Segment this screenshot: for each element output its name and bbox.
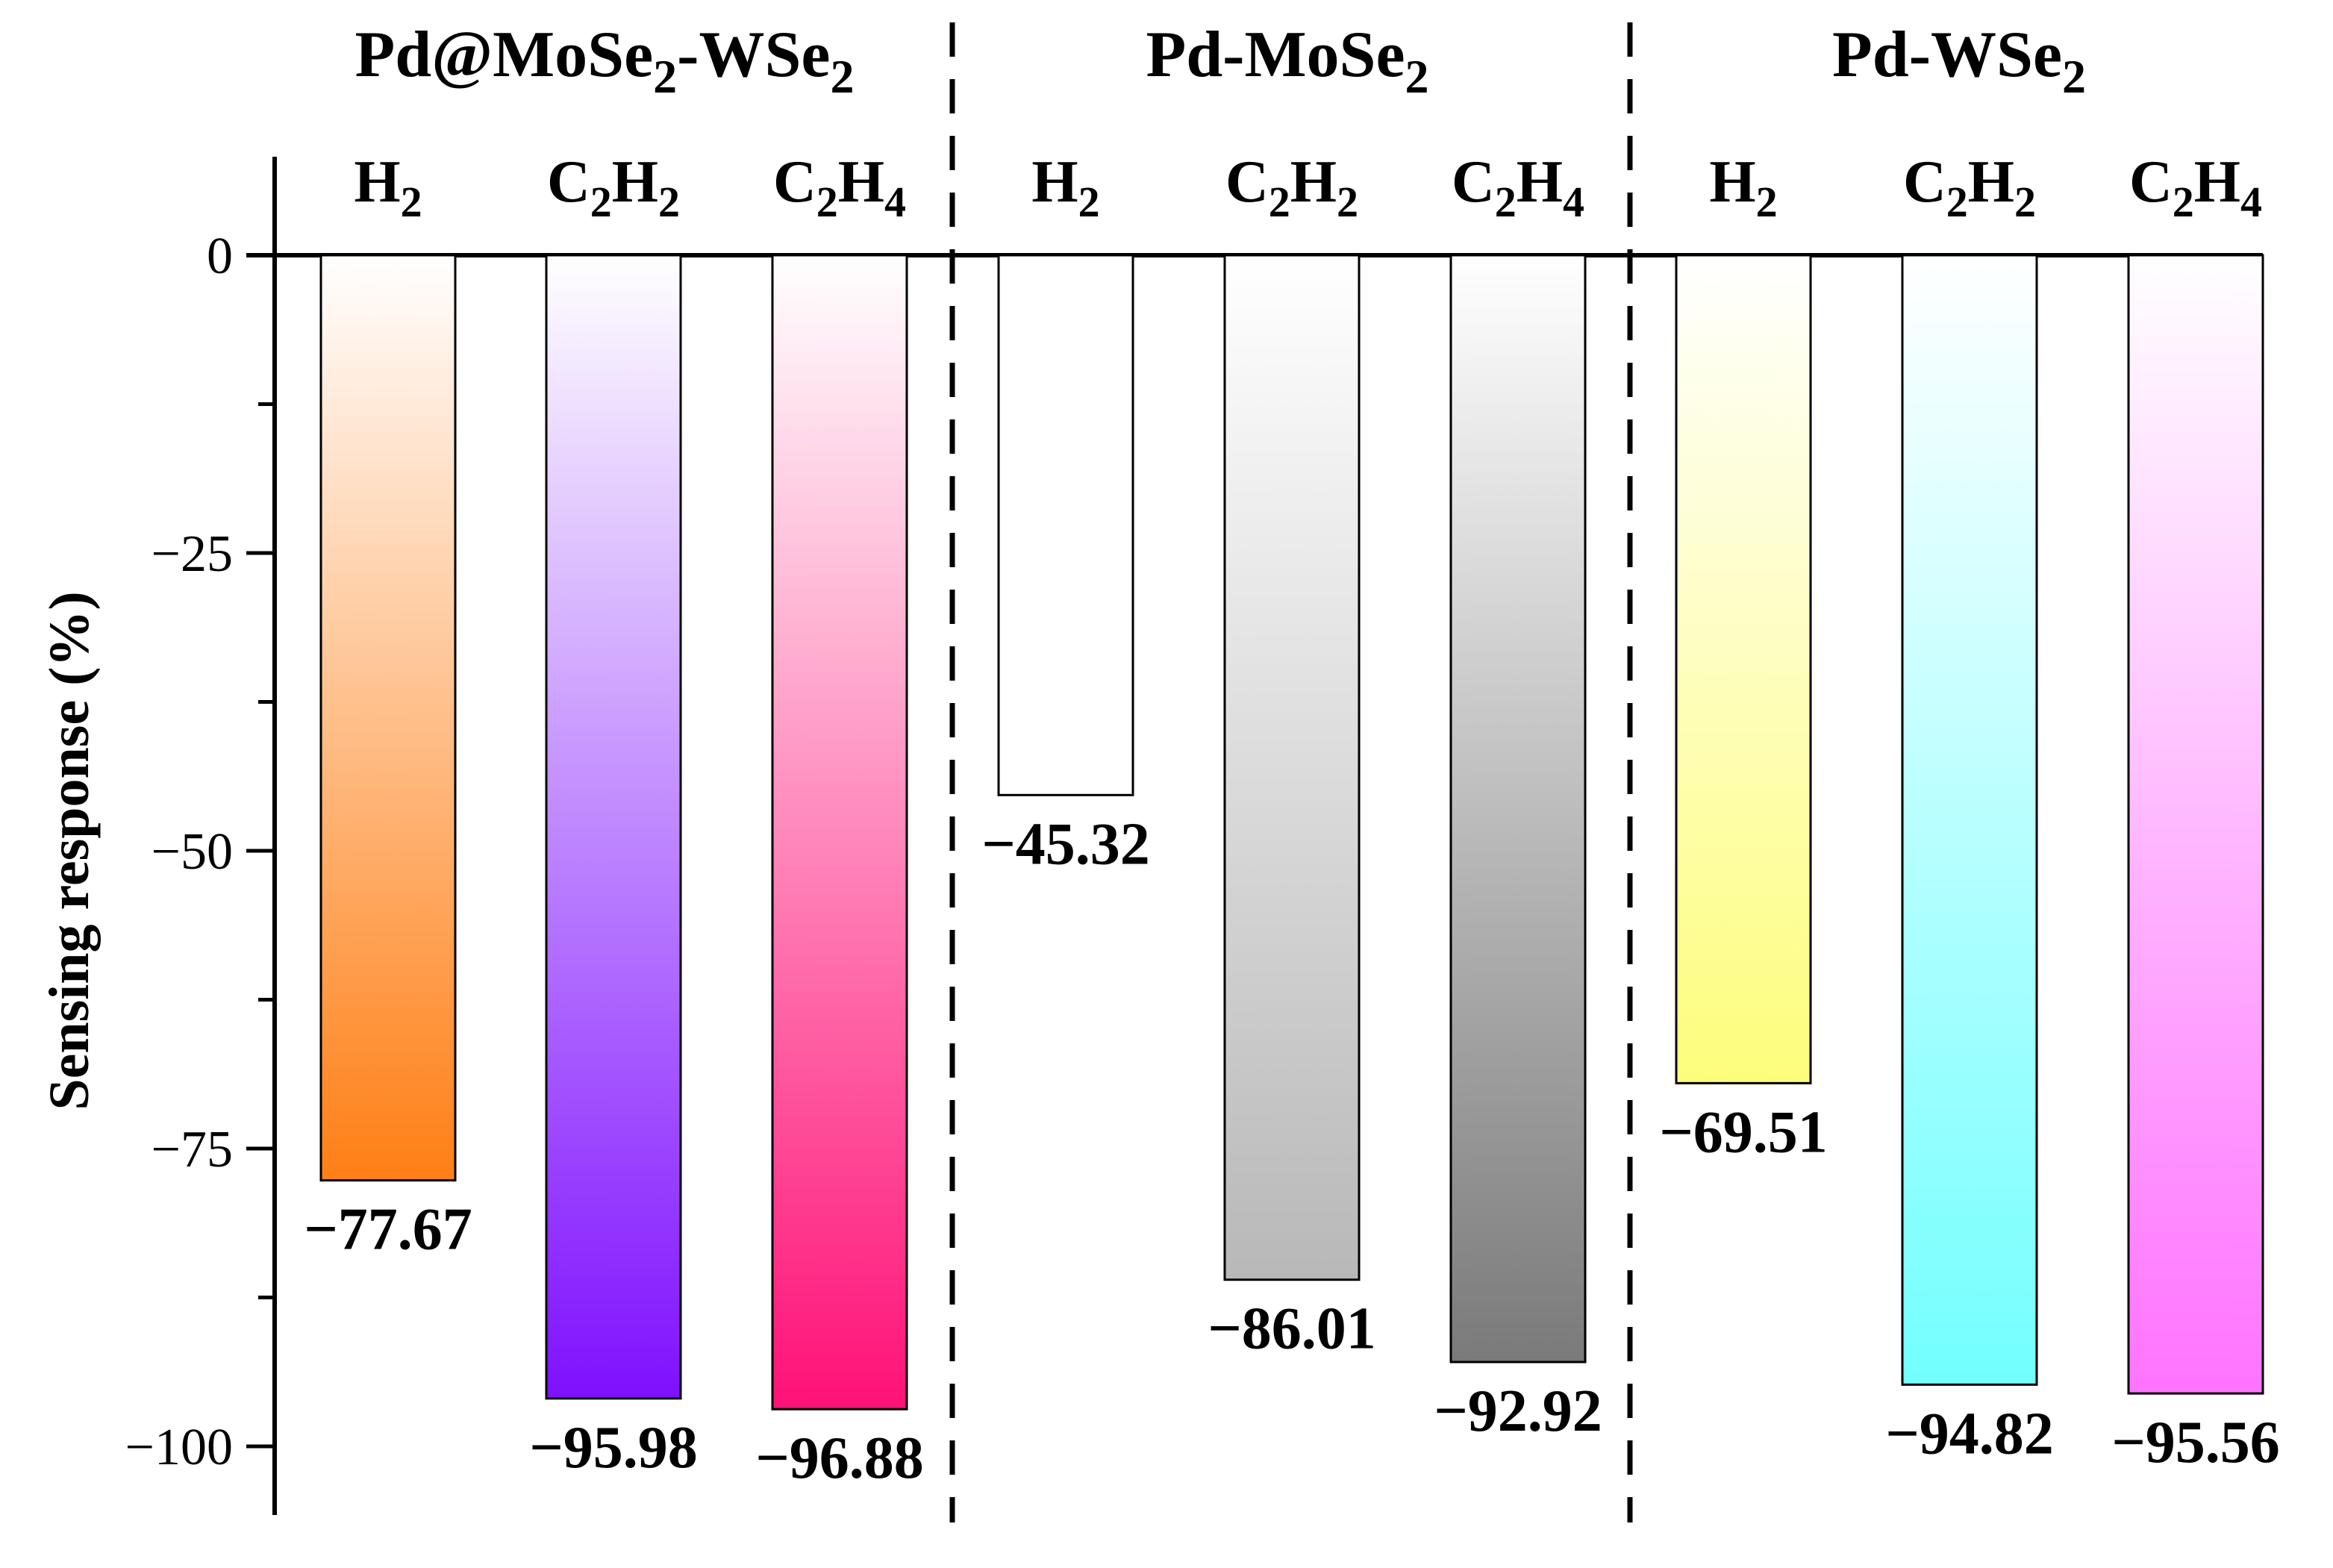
bar-value-label: −95.98 xyxy=(529,1415,698,1481)
bar xyxy=(545,254,682,1400)
y-axis-title: Sensing response (%) xyxy=(38,591,101,1110)
gas-label: C2H4 xyxy=(773,149,906,226)
group-title: Pd-MoSe2 xyxy=(1146,19,1428,103)
bar xyxy=(997,254,1134,796)
gas-label: C2H4 xyxy=(1452,149,1584,226)
plot-area: 0 −25 −50 −75 −100 Sensing response (%) Pd@MoS… xyxy=(38,19,2280,1522)
bar xyxy=(2127,254,2264,1395)
bar xyxy=(319,254,457,1182)
gas-label: C2H2 xyxy=(1903,149,2036,226)
gas-label: H2 xyxy=(1031,149,1099,226)
bar-value-label: −92.92 xyxy=(1434,1378,1602,1444)
bar xyxy=(1223,254,1361,1281)
bar-value-label: −86.01 xyxy=(1208,1296,1376,1362)
y-tick-label: −75 xyxy=(152,1121,233,1178)
gas-label: C2H2 xyxy=(547,149,680,226)
bar-value-label: −45.32 xyxy=(981,811,1150,877)
bar xyxy=(1675,254,1812,1084)
y-tick-label: −100 xyxy=(125,1419,233,1476)
bar-value-label: −77.67 xyxy=(304,1197,472,1263)
gas-label: C2H2 xyxy=(1225,149,1358,226)
bar-value-label: −96.88 xyxy=(755,1425,924,1491)
bar xyxy=(1901,254,2038,1386)
y-tick-label: −25 xyxy=(152,525,233,583)
gas-label: H2 xyxy=(354,149,422,226)
bar xyxy=(771,254,908,1411)
bar-value-label: −69.51 xyxy=(1659,1099,1828,1165)
bar-value-label: −95.56 xyxy=(2111,1410,2280,1475)
gas-label: H2 xyxy=(1709,149,1777,226)
group-title: Pd@MoSe2-WSe2 xyxy=(355,19,855,103)
bar-value-label: −94.82 xyxy=(1885,1401,2054,1467)
gas-label: C2H4 xyxy=(2129,149,2262,226)
bar xyxy=(1449,254,1587,1364)
y-tick-label: 0 xyxy=(207,228,233,285)
group-title: Pd-WSe2 xyxy=(1832,19,2086,103)
y-tick-label: −50 xyxy=(152,823,233,881)
